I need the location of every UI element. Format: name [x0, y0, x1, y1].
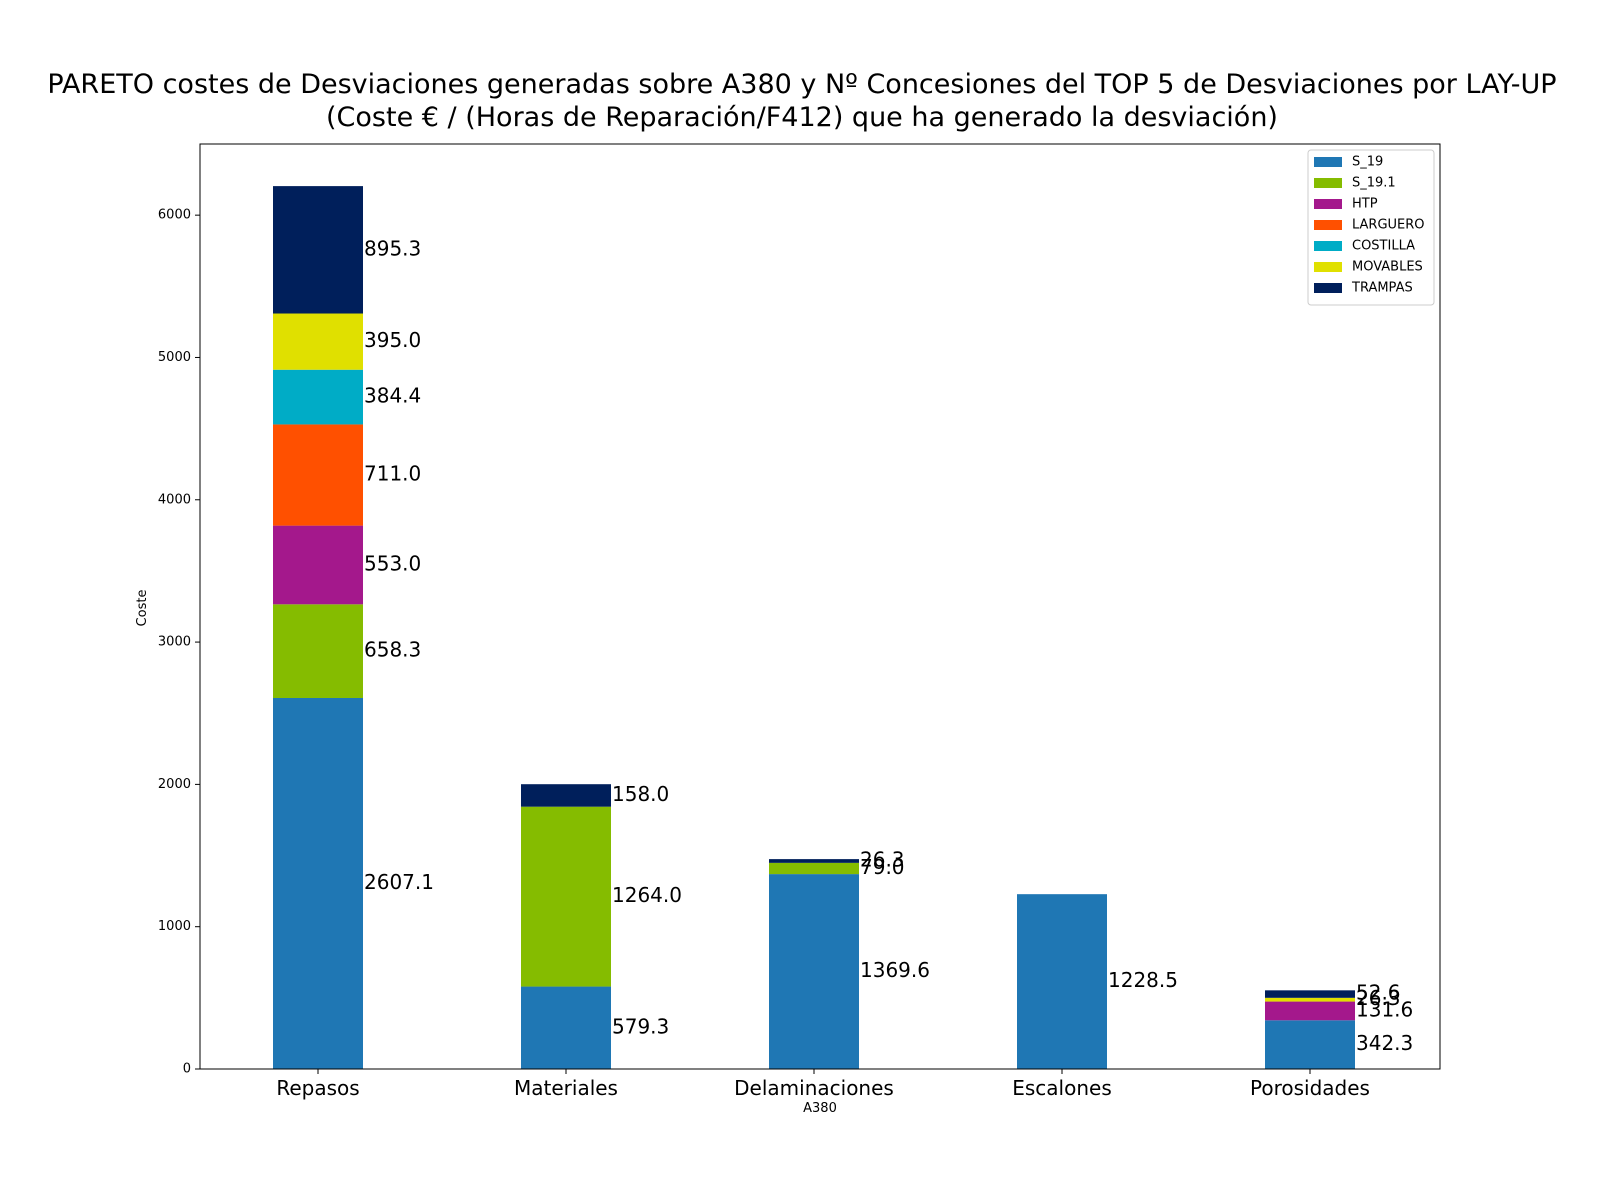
x-tick-label-delaminaciones: Delaminaciones	[734, 1076, 894, 1100]
x-axis: Repasos Materiales Delaminaciones Escalones…	[276, 1069, 1370, 1100]
x-tick-label-materiales: Materiales	[514, 1076, 618, 1100]
data-label-materiales-trampas: 158.0	[612, 782, 669, 806]
data-label-materiales-s-19: 579.3	[612, 1014, 669, 1038]
y-tick-label: 4000	[158, 492, 191, 507]
data-labels-layer: 2607.1 658.3 553.0 711.0 384.4 395.0 895.3 579.…	[364, 236, 1413, 1055]
x-axis-label: A380	[803, 1101, 837, 1116]
legend-swatch-s-19	[1314, 157, 1342, 167]
data-label-escalones-s-19: 1228.5	[1108, 968, 1178, 992]
y-tick-label: 6000	[158, 208, 191, 223]
x-tick-label-porosidades: Porosidades	[1250, 1076, 1370, 1100]
bar-delaminaciones-trampas	[769, 859, 859, 863]
legend-swatch-htp	[1314, 199, 1342, 209]
y-tick-label: 1000	[158, 919, 191, 934]
y-tick-label: 5000	[158, 350, 191, 365]
bars-layer	[273, 186, 1355, 1069]
bar-materiales-trampas	[521, 784, 611, 807]
y-tick-label: 2000	[158, 777, 191, 792]
chart-subtitle: (Coste € / (Horas de Reparación/F412) qu…	[326, 102, 1278, 133]
bar-delaminaciones-s-19	[769, 874, 859, 1069]
data-label-porosidades-s-19: 342.3	[1356, 1031, 1413, 1055]
bar-repasos-trampas	[273, 186, 363, 314]
x-tick-label-escalones: Escalones	[1012, 1076, 1112, 1100]
data-label-delaminaciones-s-19-1: 79.0	[860, 855, 905, 879]
legend-label-larguero: LARGUERO	[1352, 218, 1425, 233]
bar-porosidades-movables	[1265, 997, 1355, 1002]
y-tick-label: 0	[183, 1062, 191, 1077]
bar-delaminaciones-s-19-1	[769, 862, 859, 875]
legend-swatch-costilla	[1314, 241, 1342, 251]
x-tick-label-repasos: Repasos	[276, 1076, 359, 1100]
bar-porosidades-htp	[1265, 1001, 1355, 1021]
legend-swatch-trampas	[1314, 283, 1342, 293]
data-label-repasos-htp: 553.0	[364, 551, 421, 575]
data-label-porosidades-htp: 131.6	[1356, 997, 1413, 1021]
data-label-repasos-s-19-1: 658.3	[364, 638, 421, 662]
y-axis-label: Coste	[135, 590, 150, 627]
data-label-repasos-larguero: 711.0	[364, 462, 421, 486]
data-label-porosidades-movables: 26.3	[1356, 986, 1401, 1010]
chart-title: PARETO costes de Desviaciones generadas …	[47, 69, 1556, 100]
bar-porosidades-trampas	[1265, 990, 1355, 998]
legend-label-s-19: S_19	[1352, 155, 1383, 170]
data-label-materiales-s-19-1: 1264.0	[612, 883, 682, 907]
data-label-repasos-movables: 395.0	[364, 328, 421, 352]
bar-porosidades-s-19	[1265, 1020, 1355, 1069]
bar-repasos-htp	[273, 525, 363, 605]
data-label-delaminaciones-trampas: 26.3	[860, 847, 905, 871]
legend-label-movables: MOVABLES	[1352, 260, 1423, 275]
plot-area-frame	[199, 143, 1441, 1070]
legend-swatch-larguero	[1314, 220, 1342, 230]
legend-label-htp: HTP	[1352, 197, 1378, 212]
data-label-repasos-costilla: 384.4	[364, 384, 421, 408]
legend-label-costilla: COSTILLA	[1352, 239, 1415, 254]
legend-label-s-19-1: S_19.1	[1352, 176, 1396, 191]
legend-swatch-s-19-1	[1314, 178, 1342, 188]
legend[interactable]: S_19 S_19.1 HTP LARGUERO COSTILLA MOVABLES TRA…	[1307, 149, 1435, 306]
data-label-repasos-s-19: 2607.1	[364, 870, 434, 894]
y-tick-label: 3000	[158, 635, 191, 650]
y-axis: 0 1000 2000 3000 4000 5000 6000	[158, 208, 200, 1077]
bar-repasos-s-19	[273, 697, 363, 1069]
data-label-repasos-trampas: 895.3	[364, 236, 421, 260]
bar-materiales-s-19-1	[521, 806, 611, 987]
legend-swatch-movables	[1314, 262, 1342, 272]
bar-repasos-costilla	[273, 369, 363, 425]
bar-repasos-larguero	[273, 424, 363, 526]
data-label-delaminaciones-s-19: 1369.6	[860, 958, 930, 982]
bar-repasos-s-19-1	[273, 604, 363, 698]
bar-repasos-movables	[273, 313, 363, 370]
bar-materiales-s-19	[521, 986, 611, 1069]
legend-label-trampas: TRAMPAS	[1351, 281, 1413, 296]
bar-escalones-s-19	[1017, 894, 1107, 1069]
data-label-porosidades-trampas: 52.6	[1356, 981, 1401, 1005]
